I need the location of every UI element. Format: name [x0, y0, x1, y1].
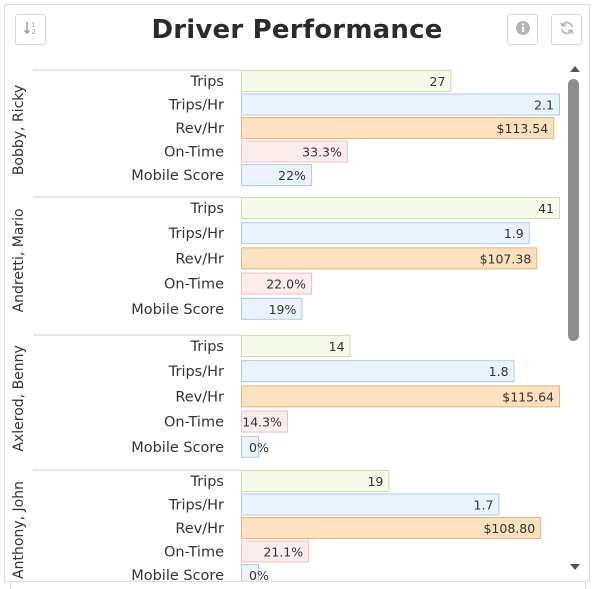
sort-descending-icon: 1 2: [22, 19, 40, 41]
info-icon: [514, 19, 532, 41]
category-label-mobile-score: Mobile Score: [131, 568, 224, 581]
bar-anthony-john-trips: [241, 470, 390, 492]
data-label-rev-hr: $108.80: [483, 521, 535, 536]
driver-performance-widget: 1 2 Driver Performance Bobby, Ricky Trips…: [4, 4, 590, 582]
data-label-trips-hr: 1.7: [474, 498, 494, 513]
bar-andretti-mario-mobile-score: [241, 297, 303, 320]
category-label-trips: Trips: [190, 74, 224, 90]
chart-area[interactable]: Bobby, Ricky Trips 27 Trips/Hr 2.1 Rev/Hr $113…: [5, 61, 565, 581]
data-label-trips-hr: 1.8: [489, 364, 509, 379]
data-label-rev-hr: $113.54: [497, 121, 549, 136]
refresh-icon: [558, 19, 576, 41]
bar-andretti-mario-trips: [241, 197, 560, 219]
scrollbar[interactable]: [568, 61, 582, 575]
category-label-rev-hr: Rev/Hr: [175, 251, 224, 267]
bar-anthony-john-mobile-score: [241, 564, 259, 581]
data-label-trips: 19: [367, 474, 383, 489]
bar-andretti-mario-rev-hr: [241, 247, 538, 270]
chart-title: Driver Performance: [151, 15, 443, 45]
bar-bobby-ricky-trips: [241, 70, 452, 92]
data-label-mobile-score: 0%: [249, 568, 269, 581]
bar-andretti-mario-on-time: [241, 272, 312, 295]
bar-axlerod-benny-rev-hr: [241, 385, 560, 408]
info-button[interactable]: [507, 14, 538, 45]
data-label-mobile-score: 19%: [269, 302, 297, 317]
data-label-trips: 41: [538, 201, 554, 216]
category-label-trips-hr: Trips/Hr: [168, 498, 224, 514]
footer-bar: [10, 581, 586, 589]
category-label-on-time: On-Time: [164, 277, 224, 293]
data-label-rev-hr: $107.38: [480, 251, 532, 266]
category-label-mobile-score: Mobile Score: [131, 440, 224, 456]
bar-anthony-john-trips-hr: [241, 493, 500, 516]
data-label-mobile-score: 22%: [278, 168, 306, 183]
data-label-trips-hr: 1.9: [504, 226, 524, 241]
bar-anthony-john-on-time: [241, 540, 310, 563]
data-label-trips: 27: [430, 74, 446, 89]
category-label-mobile-score: Mobile Score: [131, 302, 224, 318]
scroll-down-arrow-icon: [570, 564, 580, 570]
category-label-on-time: On-Time: [164, 145, 224, 161]
category-label-mobile-score: Mobile Score: [131, 168, 224, 184]
svg-text:2: 2: [31, 28, 35, 36]
bar-bobby-ricky-trips-hr: [241, 93, 560, 116]
scroll-up-arrow-icon: [570, 66, 580, 72]
data-label-mobile-score: 0%: [249, 440, 269, 455]
scroll-thumb[interactable]: [568, 79, 579, 341]
svg-text:1: 1: [31, 21, 35, 29]
category-label-trips-hr: Trips/Hr: [168, 226, 224, 242]
data-label-rev-hr: $115.64: [502, 389, 554, 404]
category-label-on-time: On-Time: [164, 415, 224, 431]
bar-anthony-john-rev-hr: [241, 517, 542, 539]
data-label-on-time: 22.0%: [266, 277, 306, 292]
driver-name-bobby-ricky: Bobby, Ricky: [11, 85, 27, 175]
data-label-trips: 14: [329, 339, 345, 354]
category-label-trips-hr: Trips/Hr: [168, 98, 224, 114]
category-label-trips: Trips: [190, 339, 224, 355]
refresh-button[interactable]: [551, 14, 582, 45]
bar-axlerod-benny-mobile-score: [241, 435, 259, 458]
bar-chart: Bobby, Ricky Trips 27 Trips/Hr 2.1 Rev/Hr $113…: [11, 69, 560, 581]
category-label-trips: Trips: [190, 474, 224, 490]
category-label-rev-hr: Rev/Hr: [175, 521, 224, 537]
bar-axlerod-benny-trips-hr: [241, 360, 515, 383]
driver-name-andretti-mario: Andretti, Mario: [11, 208, 27, 312]
bar-bobby-ricky-on-time: [241, 140, 348, 163]
category-label-on-time: On-Time: [164, 545, 224, 561]
data-label-on-time: 33.3%: [302, 145, 342, 160]
bar-axlerod-benny-trips: [241, 335, 351, 357]
category-label-rev-hr: Rev/Hr: [175, 389, 224, 405]
bar-andretti-mario-trips-hr: [241, 222, 530, 245]
data-label-on-time: 14.3%: [242, 415, 282, 430]
data-label-on-time: 21.1%: [263, 545, 303, 560]
bar-bobby-ricky-rev-hr: [241, 117, 555, 139]
bar-bobby-ricky-mobile-score: [241, 164, 312, 186]
driver-name-anthony-john: Anthony, John: [11, 481, 27, 579]
sort-button[interactable]: 1 2: [15, 14, 46, 45]
data-label-trips-hr: 2.1: [534, 98, 554, 113]
bar-axlerod-benny-on-time: [241, 410, 288, 433]
category-label-rev-hr: Rev/Hr: [175, 121, 224, 137]
category-label-trips: Trips: [190, 201, 224, 217]
driver-name-axlerod-benny: Axlerod, Benny: [11, 345, 27, 451]
category-label-trips-hr: Trips/Hr: [168, 364, 224, 380]
